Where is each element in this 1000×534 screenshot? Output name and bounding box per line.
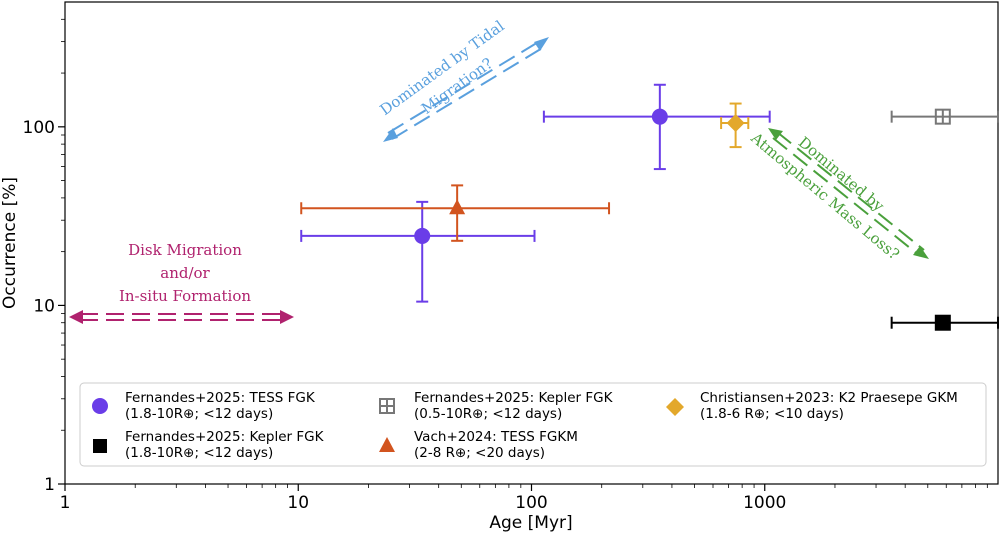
x-tick-label: 100 [515, 493, 547, 513]
legend-label: Christiansen+2023: K2 Praesepe GKM [700, 390, 958, 406]
mass-loss-arrow [768, 128, 929, 259]
legend-entry-vach: Vach+2024: TESS FGKM (2-8 R⊕; <20 days) [379, 429, 578, 461]
series-4 [720, 102, 750, 149]
series-2 [890, 108, 999, 125]
series-1 [890, 314, 999, 331]
legend-entry-kepler-fgk-open: Fernandes+2025: Kepler FGK (0.5-10R⊕; <1… [379, 390, 614, 422]
y-tick-label: 10 [33, 296, 55, 316]
series-3 [300, 184, 611, 242]
x-ticks: 1 10 100 1000 [60, 484, 988, 513]
legend-box [79, 382, 987, 467]
legend-entry-christiansen: Christiansen+2023: K2 Praesepe GKM (1.8-… [666, 390, 958, 422]
legend: Fernandes+2025: TESS FGK (1.8-10R⊕; <12 … [79, 382, 987, 467]
data-point-diamond [726, 114, 745, 133]
x-tick-label: 1 [60, 493, 71, 513]
data-point-triangle [449, 199, 466, 215]
tidal-migration-arrow [383, 37, 549, 142]
legend-detail: (0.5-10R⊕; <12 days) [414, 406, 562, 422]
y-tick-label: 1 [44, 475, 55, 495]
data-layer [300, 83, 999, 331]
legend-label: Fernandes+2025: Kepler FGK [125, 429, 325, 445]
y-axis-title: Occurrence [%] [0, 177, 20, 309]
data-point-open-square [934, 108, 951, 125]
x-axis-title: Age [Myr] [489, 513, 572, 533]
y-ticks: 1 10 100 [23, 18, 65, 495]
legend-marker-diamond [666, 398, 684, 416]
legend-detail: (1.8-10R⊕; <12 days) [125, 445, 273, 461]
legend-entry-tess-fgk: Fernandes+2025: TESS FGK (1.8-10R⊕; <12 … [92, 390, 316, 422]
annotation-disk-line-2: and/or [160, 264, 210, 282]
legend-detail: (2-8 R⊕; <20 days) [414, 445, 545, 461]
y-tick-label: 100 [23, 118, 55, 138]
legend-label: Fernandes+2025: Kepler FGK [414, 390, 614, 406]
legend-marker-circle [92, 398, 108, 414]
x-tick-label: 1000 [743, 493, 786, 513]
annotation-disk-migration: Disk Migration and/or In-situ Formation [69, 241, 294, 324]
data-point-circle [414, 227, 431, 244]
legend-entry-kepler-fgk-black: Fernandes+2025: Kepler FGK (1.8-10R⊕; <1… [93, 429, 325, 461]
legend-marker-triangle [379, 437, 395, 452]
legend-label: Fernandes+2025: TESS FGK [125, 390, 316, 406]
legend-marker-open-square [379, 398, 395, 414]
disk-migration-arrow [69, 310, 294, 324]
annotation-disk-line-1: Disk Migration [128, 241, 242, 259]
annotation-disk-line-3: In-situ Formation [119, 287, 251, 305]
x-tick-label: 10 [287, 493, 309, 513]
legend-detail: (1.8-6 R⊕; <10 days) [700, 406, 844, 422]
legend-label: Vach+2024: TESS FGKM [414, 429, 578, 445]
legend-marker-square [93, 439, 107, 453]
data-point-square [934, 314, 951, 331]
series-0 [300, 83, 771, 303]
data-point-circle [651, 108, 668, 125]
legend-detail: (1.8-10R⊕; <12 days) [125, 406, 273, 422]
